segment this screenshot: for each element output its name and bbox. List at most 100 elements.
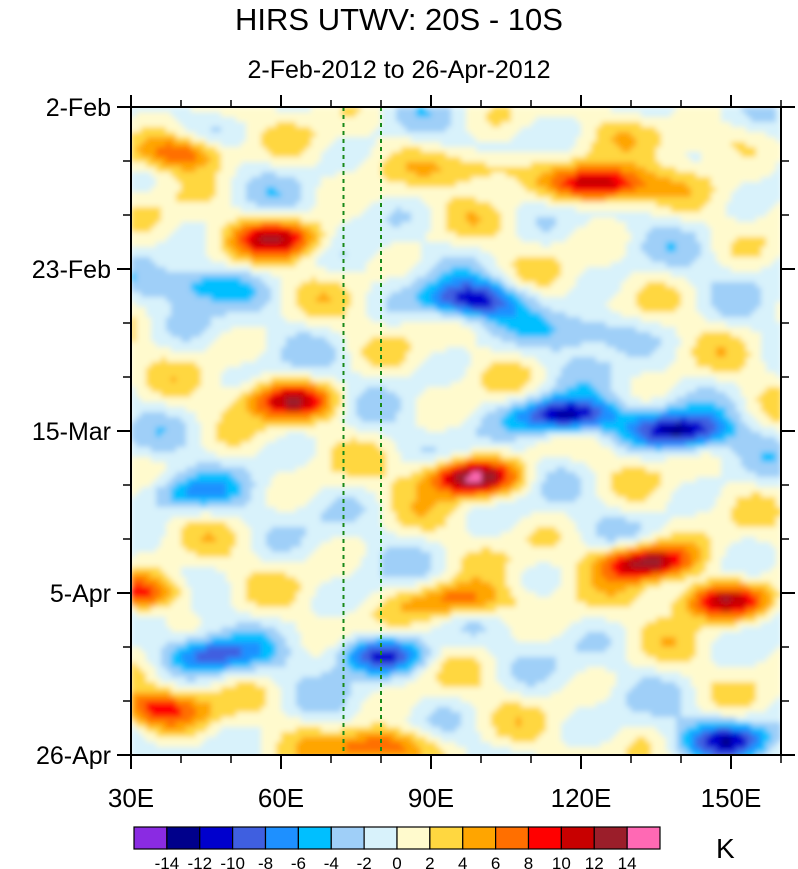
heatmap-cell	[761, 122, 767, 128]
heatmap-cell	[326, 222, 332, 228]
heatmap-cell	[616, 177, 622, 183]
heatmap-cell	[241, 137, 247, 143]
heatmap-cell	[426, 287, 432, 293]
heatmap-cell	[641, 107, 647, 113]
heatmap-cell	[246, 212, 252, 218]
heatmap-cell	[536, 267, 542, 273]
heatmap-cell	[476, 197, 482, 203]
heatmap-cell	[186, 257, 192, 263]
heatmap-cell	[481, 172, 487, 178]
heatmap-cell	[536, 182, 542, 188]
heatmap-cell	[456, 217, 462, 223]
heatmap-cell	[561, 162, 567, 168]
heatmap-cell	[441, 207, 447, 213]
heatmap-cell	[491, 127, 497, 133]
heatmap-cell	[686, 272, 692, 278]
heatmap-cell	[726, 182, 732, 188]
heatmap-cell	[386, 287, 392, 293]
heatmap-cell	[586, 212, 592, 218]
heatmap-cell	[481, 142, 487, 148]
heatmap-cell	[416, 272, 422, 278]
heatmap-cell	[246, 127, 252, 133]
heatmap-cell	[411, 112, 417, 118]
heatmap-cell	[656, 232, 662, 238]
heatmap-cell	[631, 147, 637, 153]
heatmap-cell	[681, 182, 687, 188]
heatmap-cell	[471, 147, 477, 153]
heatmap-cell	[416, 242, 422, 248]
heatmap-cell	[431, 127, 437, 133]
heatmap-cell	[141, 217, 147, 223]
heatmap-cell	[351, 117, 357, 123]
heatmap-cell	[506, 112, 512, 118]
heatmap-cell	[441, 177, 447, 183]
heatmap-cell	[571, 287, 577, 293]
heatmap-cell	[196, 277, 202, 283]
heatmap-cell	[496, 232, 502, 238]
heatmap-cell	[661, 257, 667, 263]
heatmap-cell	[261, 157, 267, 163]
heatmap-cell	[621, 132, 627, 138]
heatmap-cell	[491, 282, 497, 288]
heatmap-cell	[216, 282, 222, 288]
heatmap-cell	[251, 122, 257, 128]
heatmap-cell	[311, 112, 317, 118]
heatmap-cell	[561, 252, 567, 258]
heatmap-cell	[356, 222, 362, 228]
heatmap-cell	[456, 277, 462, 283]
heatmap-cell	[396, 297, 402, 303]
heatmap-cell	[541, 227, 547, 233]
heatmap-cell	[551, 177, 557, 183]
heatmap-cell	[641, 132, 647, 138]
heatmap-cell	[451, 197, 457, 203]
heatmap-cell	[196, 232, 202, 238]
heatmap-cell	[276, 157, 282, 163]
heatmap-cell	[236, 147, 242, 153]
heatmap-cell	[171, 257, 177, 263]
heatmap-cell	[591, 112, 597, 118]
heatmap-cell	[136, 267, 142, 273]
heatmap-cell	[416, 167, 422, 173]
heatmap-cell	[226, 132, 232, 138]
heatmap-cell	[311, 257, 317, 263]
heatmap-cell	[726, 187, 732, 193]
heatmap-cell	[376, 257, 382, 263]
heatmap-cell	[281, 257, 287, 263]
heatmap-cell	[301, 282, 307, 288]
heatmap-cell	[251, 147, 257, 153]
heatmap-cell	[211, 287, 217, 293]
heatmap-cell	[546, 137, 552, 143]
heatmap-cell	[266, 157, 272, 163]
heatmap-cell	[161, 207, 167, 213]
heatmap-cell	[656, 182, 662, 188]
heatmap-cell	[166, 287, 172, 293]
heatmap-cell	[386, 162, 392, 168]
heatmap-cell	[761, 142, 767, 148]
heatmap-cell	[656, 202, 662, 208]
heatmap-cell	[601, 262, 607, 268]
heatmap-cell	[621, 202, 627, 208]
heatmap-cell	[706, 237, 712, 243]
heatmap-cell	[241, 157, 247, 163]
heatmap-cell	[431, 202, 437, 208]
heatmap-cell	[326, 107, 332, 113]
heatmap-cell	[476, 212, 482, 218]
heatmap-cell	[296, 172, 302, 178]
heatmap-cell	[431, 287, 437, 293]
heatmap-cell	[401, 267, 407, 273]
heatmap-cell	[156, 212, 162, 218]
heatmap-cell	[311, 177, 317, 183]
heatmap-cell	[306, 107, 312, 113]
heatmap-cell	[386, 177, 392, 183]
heatmap-cell	[391, 267, 397, 273]
heatmap-cell	[336, 177, 342, 183]
heatmap-cell	[751, 127, 757, 133]
heatmap-cell	[596, 282, 602, 288]
heatmap-cell	[466, 222, 472, 228]
heatmap-cell	[381, 207, 387, 213]
heatmap-cell	[176, 172, 182, 178]
heatmap-cell	[741, 142, 747, 148]
heatmap-cell	[526, 177, 532, 183]
heatmap-cell	[746, 112, 752, 118]
heatmap-cell	[756, 282, 762, 288]
